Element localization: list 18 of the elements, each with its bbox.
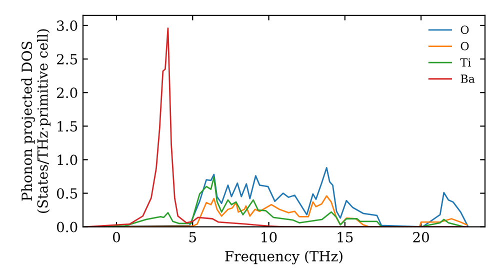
x-tick-label: 10 bbox=[262, 232, 277, 242]
y-tick-label: 1.5 bbox=[58, 121, 78, 132]
legend-label: Ba bbox=[460, 74, 475, 83]
y-tick-label: 2.0 bbox=[56, 88, 78, 98]
y-tick-label: 1.0 bbox=[58, 154, 78, 166]
y-axis-title: Phonon projected DOS (States/THz·primitive cell) bbox=[21, 29, 50, 213]
legend-label: O bbox=[460, 42, 469, 50]
legend-label: Ti bbox=[460, 58, 471, 66]
y-tick-label: 3.0 bbox=[57, 20, 78, 31]
y-tick-label: 0.5 bbox=[56, 188, 78, 199]
x-tick-label: 5 bbox=[189, 232, 196, 242]
x-axis-title: Frequency (THz) bbox=[225, 250, 342, 264]
x-tick-label: 15 bbox=[338, 232, 353, 242]
x-tick-label: 0 bbox=[112, 232, 120, 242]
y-tick-label: 0.0 bbox=[56, 222, 78, 232]
legend-label: O bbox=[460, 26, 469, 34]
x-tick-label: 20 bbox=[413, 232, 429, 242]
y-tick-label: 2.5 bbox=[56, 54, 78, 64]
